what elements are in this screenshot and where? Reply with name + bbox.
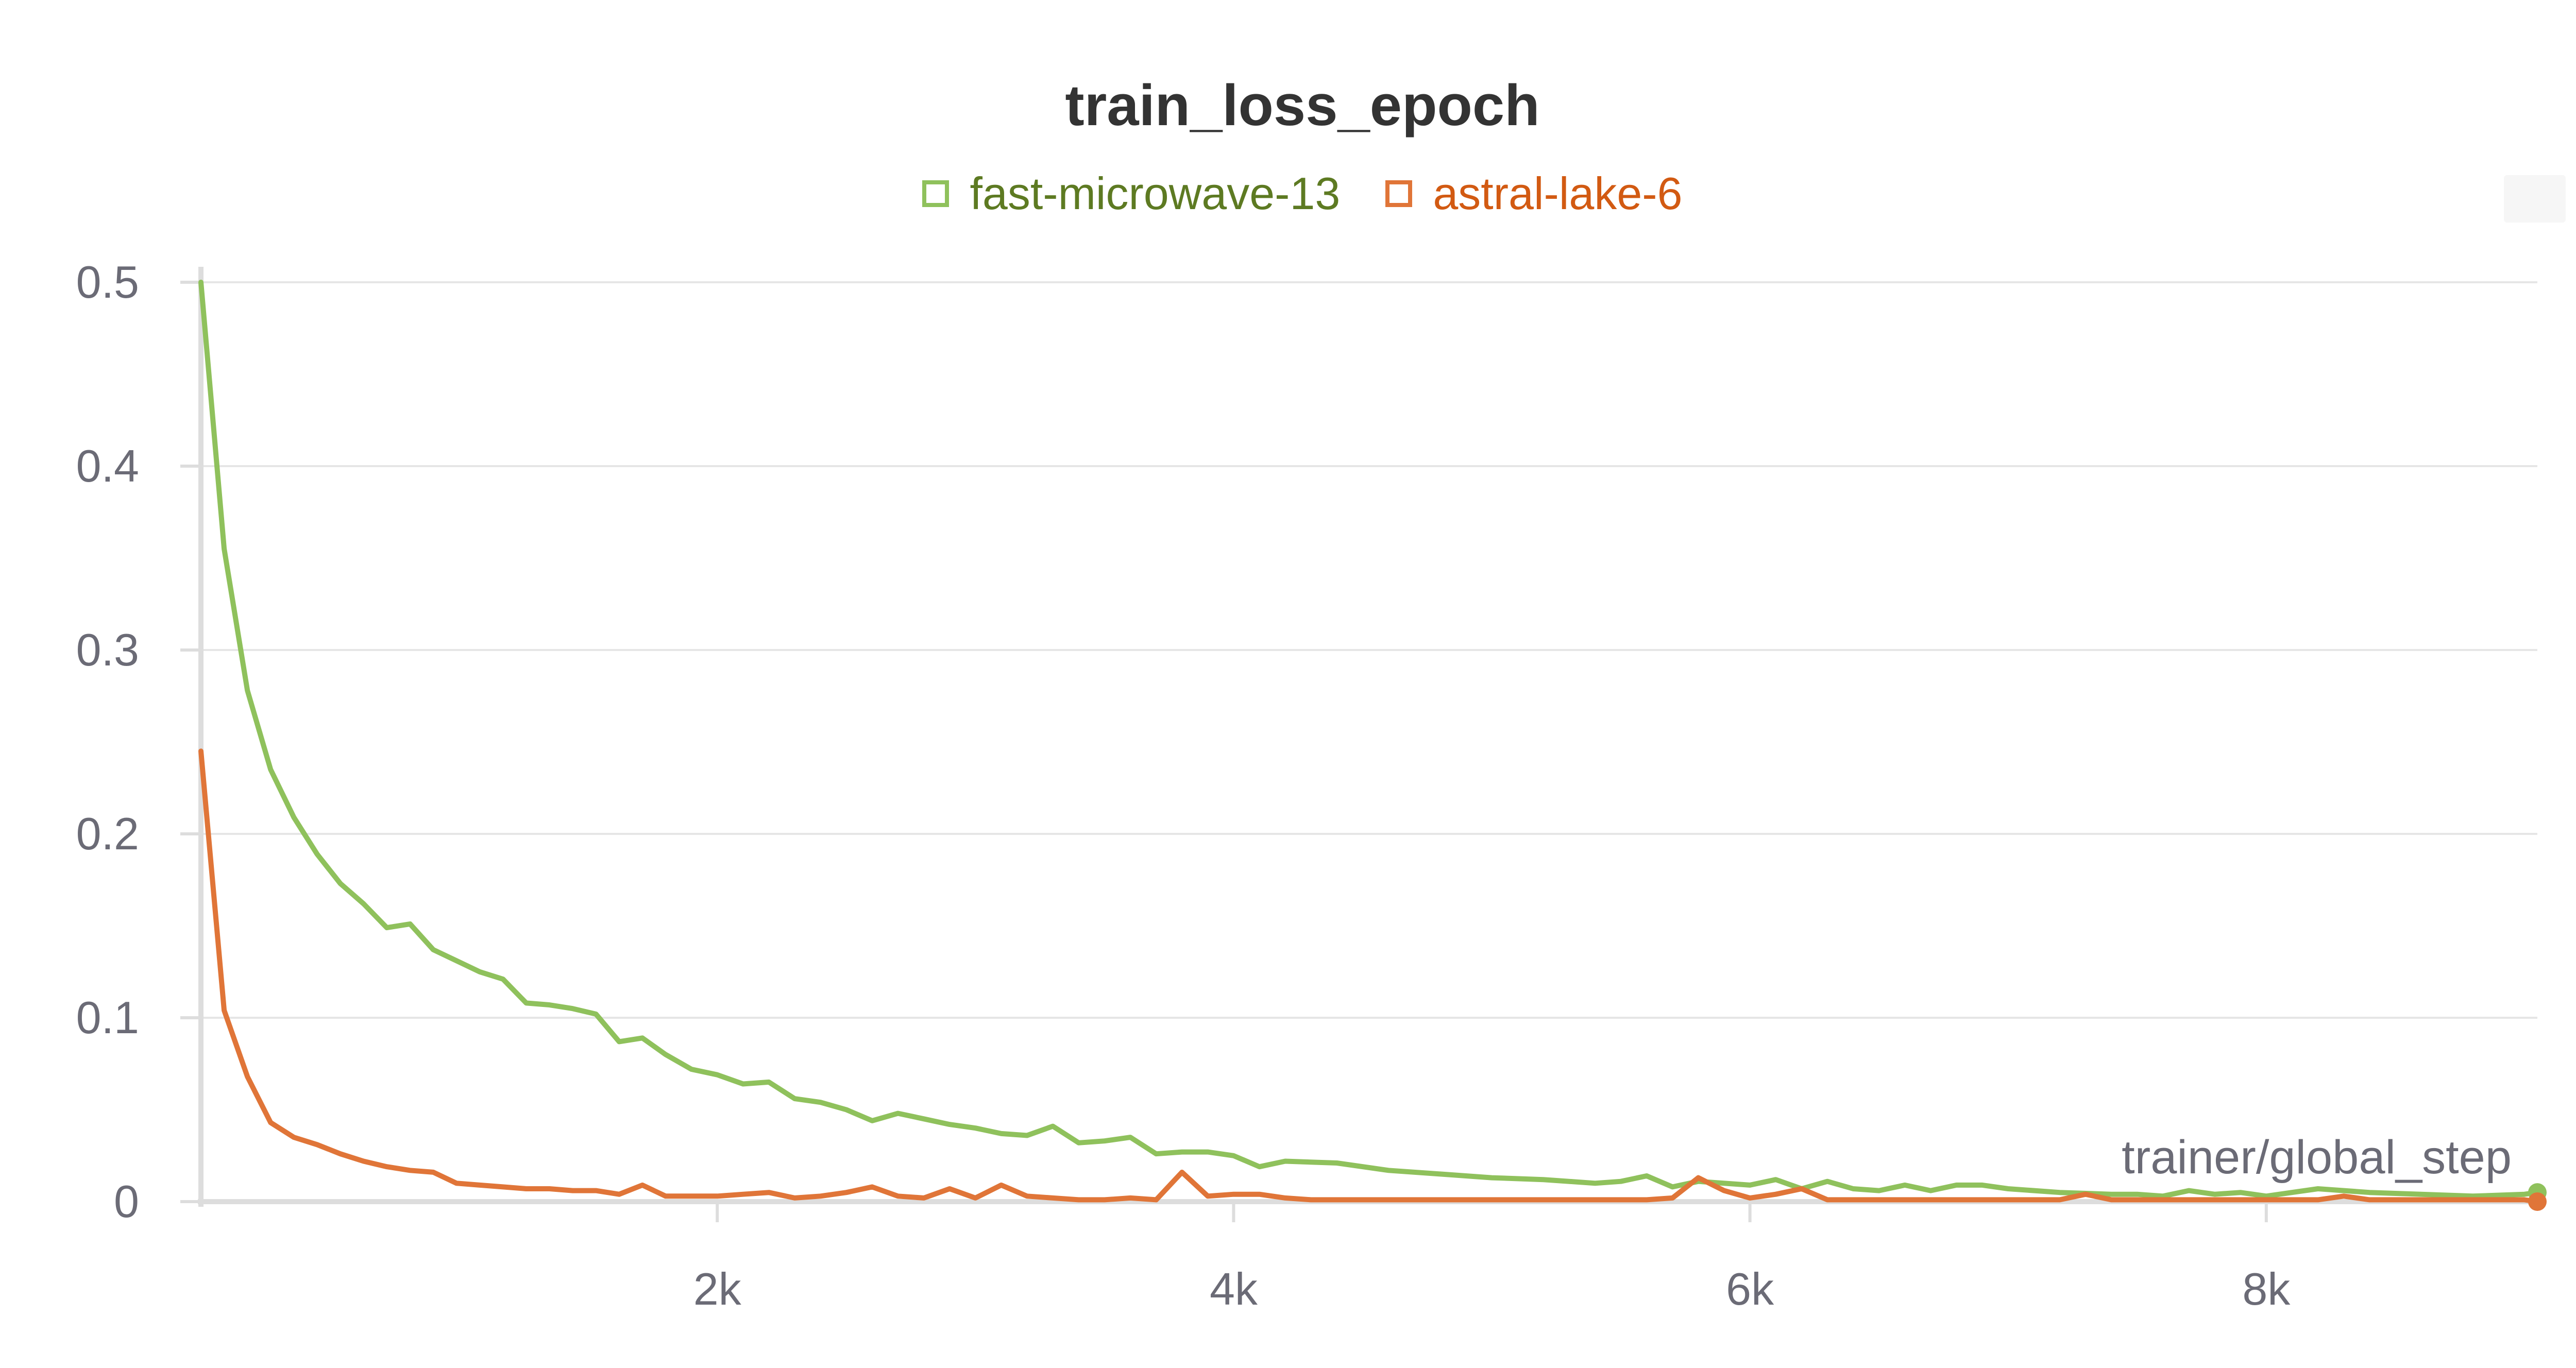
chart-title: train_loss_epoch	[1065, 73, 1540, 138]
x-tick-label: 6k	[1726, 1263, 1774, 1314]
series-line-astral-lake-6	[198, 748, 2540, 1204]
series-lines	[198, 280, 2547, 1211]
y-tick-label: 0.4	[76, 440, 139, 491]
x-axis-title: trainer/global_step	[2122, 1131, 2512, 1184]
axes	[180, 267, 2537, 1222]
y-tick-label: 0.5	[76, 256, 139, 307]
y-tick-label: 0.2	[76, 808, 139, 859]
legend-label-astral-lake-6: astral-lake-6	[1433, 168, 1683, 219]
legend-swatch-astral-lake-6	[1385, 180, 1413, 207]
series-end-point-astral-lake-6	[2528, 1192, 2547, 1211]
legend-label-fast-microwave-13: fast-microwave-13	[970, 168, 1341, 219]
y-tick-label: 0.1	[76, 992, 139, 1043]
legend-item-fast-microwave-13[interactable]: fast-microwave-13	[922, 167, 1340, 220]
y-tick-label: 0.3	[76, 624, 139, 675]
grid-lines	[201, 281, 2537, 1019]
legend-swatch-fast-microwave-13	[922, 180, 950, 207]
x-tick-label: 4k	[1210, 1263, 1258, 1314]
panel-menu-button[interactable]	[2504, 175, 2566, 223]
legend-item-astral-lake-6[interactable]: astral-lake-6	[1385, 167, 1683, 220]
legend: fast-microwave-13 astral-lake-6	[0, 167, 2576, 220]
series-line-fast-microwave-13	[198, 280, 2540, 1199]
y-tick-label: 0	[114, 1176, 139, 1227]
x-tick-label: 8k	[2242, 1263, 2291, 1314]
x-tick-label: 2k	[693, 1263, 742, 1314]
tick-labels: 0 0.1 0.2 0.3 0.4 0.5 2k 4k 6k 8k	[76, 256, 2291, 1314]
